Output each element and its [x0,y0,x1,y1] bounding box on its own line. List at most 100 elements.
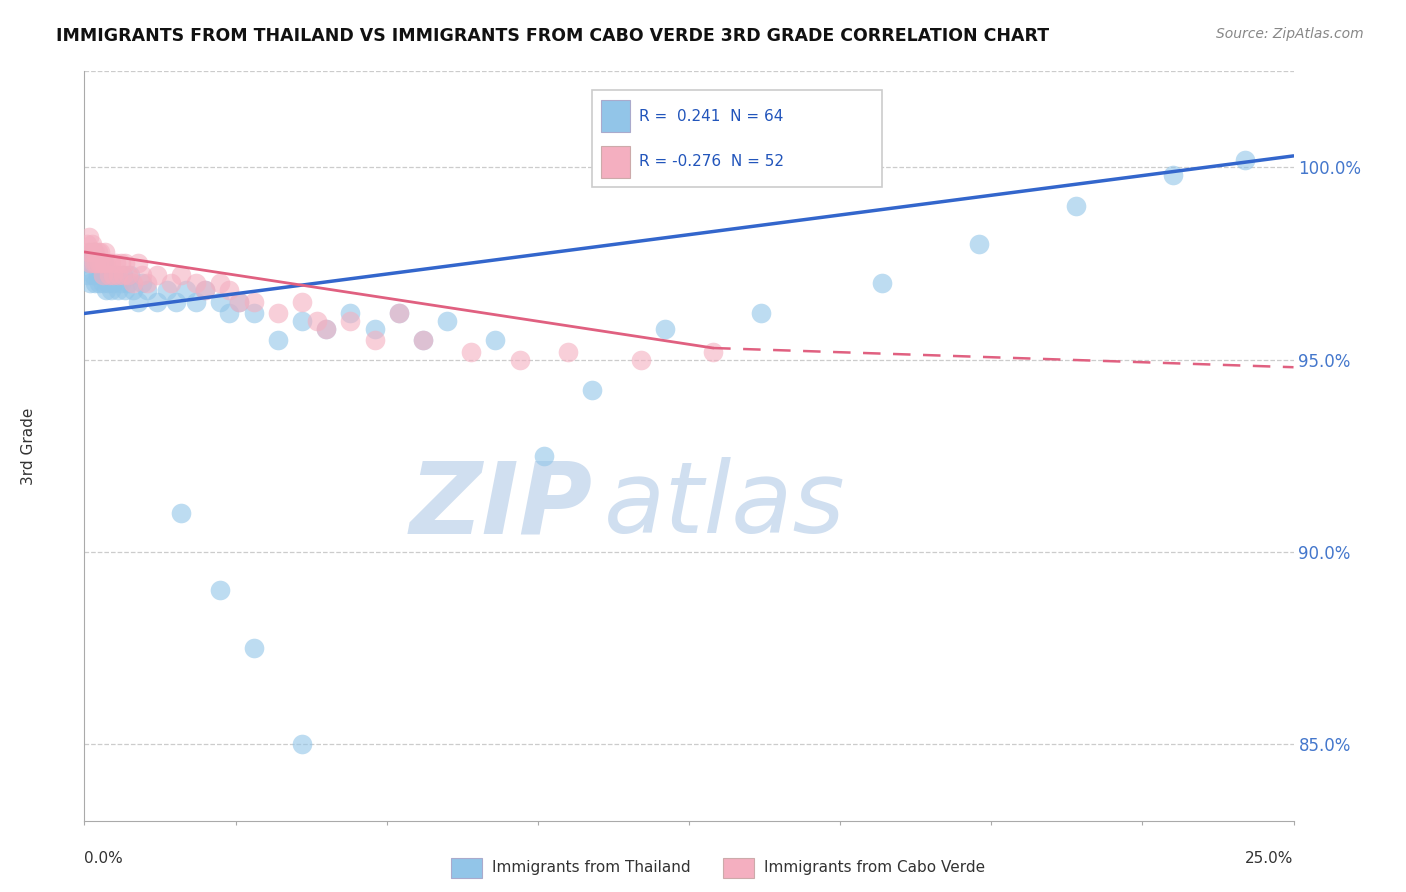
Point [107,284,129,298]
Point [121,284,143,298]
Point [103,276,125,290]
Point [436,314,458,328]
Point [339,306,361,320]
Point [112,268,135,282]
Point [484,334,506,348]
Point [509,352,531,367]
Point [136,284,159,298]
Bar [723,858,754,879]
Point [94,284,117,298]
Point [751,306,773,320]
Point [100,256,122,270]
Point [291,314,314,328]
Bar [451,858,482,879]
Point [103,268,125,282]
Point [218,306,240,320]
Point [87,276,110,290]
Point [76,237,98,252]
Point [184,294,207,309]
Point [93,256,115,270]
Point [97,268,120,282]
Text: Source: ZipAtlas.com: Source: ZipAtlas.com [1216,27,1364,41]
Point [208,583,231,598]
Point [533,449,555,463]
Point [228,294,250,309]
Point [79,256,101,270]
Point [83,256,105,270]
Point [291,737,314,751]
Point [1161,168,1184,182]
Point [93,268,115,282]
Point [84,276,107,290]
Point [117,276,139,290]
Point [87,244,110,259]
Point [155,284,177,298]
Point [242,306,264,320]
Point [91,268,114,282]
Point [305,314,328,328]
Point [117,268,139,282]
Point [557,344,579,359]
Point [218,284,240,298]
Point [97,276,120,290]
Point [170,268,193,282]
Point [146,268,169,282]
Point [87,256,110,270]
Point [194,284,217,298]
Point [127,256,149,270]
Point [77,244,100,259]
Point [127,294,149,309]
Point [104,256,127,270]
Point [412,334,434,348]
Point [228,294,250,309]
Point [242,294,264,309]
Text: atlas: atlas [605,458,846,555]
Point [86,256,108,270]
Point [80,256,103,270]
Point [363,334,385,348]
Point [242,640,264,655]
Point [165,294,187,309]
Point [412,334,434,348]
Point [107,268,129,282]
Point [388,306,411,320]
Point [87,268,110,282]
Point [654,322,676,336]
Point [194,284,217,298]
Point [184,276,207,290]
Text: ZIP: ZIP [409,458,592,555]
Point [97,268,120,282]
Point [267,334,290,348]
Point [110,276,132,290]
Point [315,322,337,336]
Point [93,244,115,259]
Point [291,294,314,309]
Point [112,268,135,282]
Point [131,268,153,282]
Text: Immigrants from Thailand: Immigrants from Thailand [492,860,690,875]
Point [136,276,159,290]
Point [146,294,169,309]
Point [114,256,136,270]
Point [86,256,108,270]
Point [170,506,193,520]
Point [80,237,103,252]
Point [208,276,231,290]
Point [339,314,361,328]
Point [79,276,101,290]
Point [77,229,100,244]
Point [82,268,104,282]
Point [315,322,337,336]
Point [90,256,112,270]
Point [90,268,112,282]
Point [581,384,603,398]
Text: 25.0%: 25.0% [1246,851,1294,866]
Point [702,344,724,359]
Point [460,344,482,359]
Point [120,268,142,282]
Point [76,256,98,270]
Point [82,244,104,259]
Point [94,256,117,270]
Point [388,306,411,320]
Point [77,244,100,259]
